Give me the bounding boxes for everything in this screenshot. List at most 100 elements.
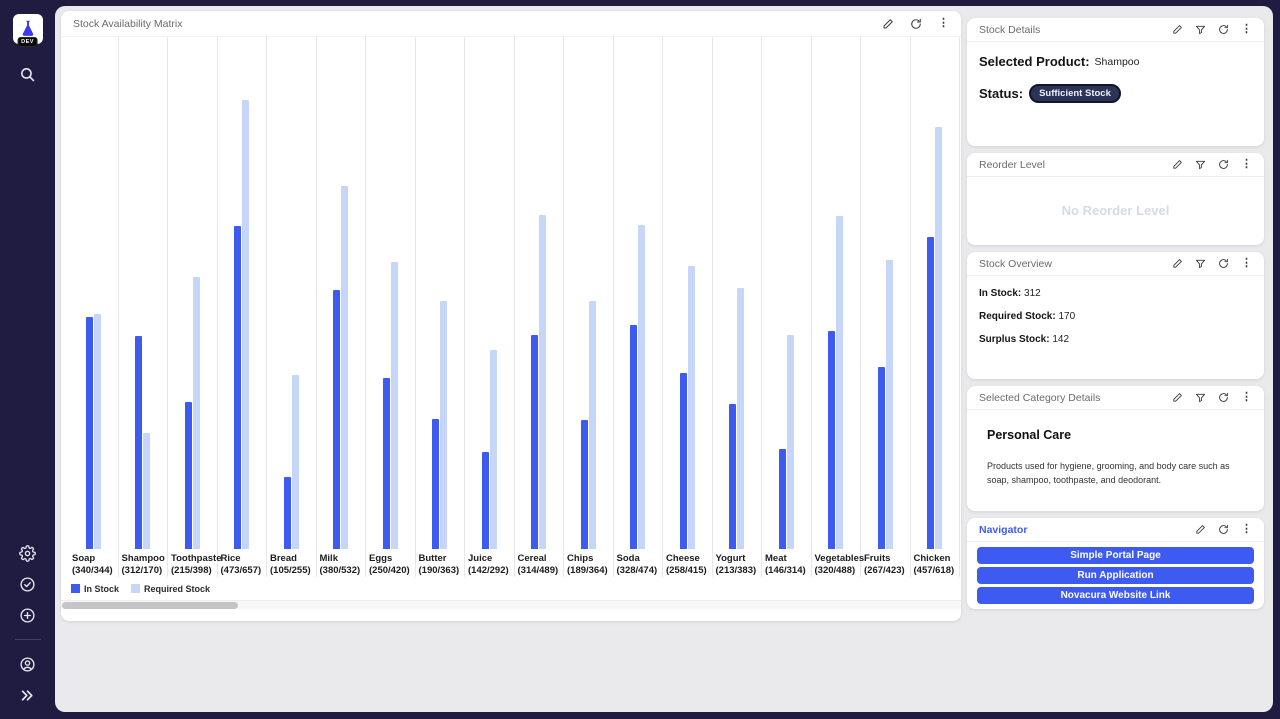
chart-horizontal-scrollbar [61,600,961,610]
reorder-level-card: Reorder Level ⋮ No Reorder Level [967,153,1264,245]
search-icon[interactable] [18,64,38,84]
required-stock-bar[interactable] [539,215,547,549]
in-stock-bar[interactable] [135,336,143,549]
in-stock-bar[interactable] [432,419,440,549]
edit-icon[interactable] [1172,258,1183,269]
menu-kebab-icon[interactable]: ⋮ [1241,523,1252,535]
menu-kebab-icon[interactable]: ⋮ [1241,391,1252,403]
expand-chevrons-icon[interactable] [18,685,38,705]
in-stock-bar[interactable] [234,226,242,549]
add-circle-icon[interactable] [18,605,38,625]
required-stock-bar[interactable] [390,262,398,549]
legend-item: Required Stock [131,584,210,594]
app-logo[interactable]: DEV [12,14,43,47]
required-stock-bar[interactable] [786,335,794,549]
category-label: Butter (190/363) [418,553,460,577]
surplus-stock-value: 142 [1052,334,1070,345]
chart-category-column: Rice (473/657) [218,37,267,578]
required-stock-bar[interactable] [737,288,745,549]
status-badge: Sufficient Stock [1029,84,1121,103]
required-stock-bar[interactable] [638,225,646,549]
in-stock-bar[interactable] [679,373,687,549]
refresh-icon[interactable] [910,18,922,30]
navigator-button-simple-portal-page[interactable]: Simple Portal Page [977,547,1254,564]
required-stock-bar[interactable] [489,350,497,549]
refresh-icon[interactable] [1218,524,1229,535]
chart-category-column: Meat (146/314) [762,37,812,578]
in-stock-bar[interactable] [927,237,935,549]
in-stock-bar[interactable] [481,452,489,549]
category-label: Juice (142/292) [468,553,509,577]
bar-group [317,37,366,549]
edit-icon[interactable] [1195,524,1206,535]
menu-kebab-icon[interactable]: ⋮ [1241,257,1252,269]
settings-gear-icon[interactable] [18,543,38,563]
legend-swatch [71,584,80,594]
in-stock-bar[interactable] [184,402,192,549]
edit-icon[interactable] [1172,24,1183,35]
edit-icon[interactable] [1172,159,1183,170]
refresh-icon[interactable] [1218,392,1229,403]
main-content: Stock Availability Matrix ⋮ Soap (340/344… [55,6,1273,712]
in-stock-bar[interactable] [382,378,390,549]
in-stock-bar[interactable] [778,449,786,549]
required-stock-bar[interactable] [935,127,943,549]
edit-icon[interactable] [882,18,894,30]
required-stock-bar[interactable] [836,216,844,549]
in-stock-label: In Stock: [979,288,1022,299]
menu-kebab-icon[interactable]: ⋮ [938,17,949,29]
required-stock-bar[interactable] [93,314,101,549]
navigator-button-novacura-website-link[interactable]: Novacura Website Link [977,587,1254,604]
category-label: Toothpaste (215/398) [171,553,222,577]
in-stock-bar[interactable] [580,420,588,549]
in-stock-bar[interactable] [283,477,291,549]
filter-icon[interactable] [1195,258,1206,269]
bar-group [861,37,910,549]
category-label: Milk (380/532) [319,553,361,577]
chart-category-column: Soap (340/344) [69,37,119,578]
filter-icon[interactable] [1195,159,1206,170]
category-label: Chips (189/364) [567,553,608,577]
menu-kebab-icon[interactable]: ⋮ [1241,23,1252,35]
required-stock-bar[interactable] [143,433,151,549]
in-stock-bar[interactable] [531,335,539,549]
filter-icon[interactable] [1195,392,1206,403]
required-stock-bar[interactable] [687,266,695,549]
in-stock-bar[interactable] [828,331,836,549]
required-stock-bar[interactable] [341,186,349,549]
refresh-icon[interactable] [1218,258,1229,269]
navigator-title: Navigator [979,523,1028,536]
in-stock-bar[interactable] [729,404,737,549]
reorder-level-title: Reorder Level [979,158,1045,171]
check-circle-icon[interactable] [18,574,38,594]
legend-swatch [131,584,141,594]
filter-icon[interactable] [1195,24,1206,35]
refresh-icon[interactable] [1218,24,1229,35]
stock-details-header: Stock Details ⋮ [967,18,1264,42]
required-stock-bar[interactable] [885,260,893,549]
required-stock-bar[interactable] [192,277,200,549]
in-stock-bar[interactable] [333,290,341,549]
in-stock-bar[interactable] [877,367,885,549]
bar-group [119,37,168,549]
chart-category-column: Chips (189/364) [564,37,614,578]
in-stock-bar[interactable] [85,317,93,549]
required-stock-bar[interactable] [242,100,250,549]
navigator-buttons: Simple Portal Page Run Application Novacur… [967,542,1264,609]
refresh-icon[interactable] [1218,159,1229,170]
in-stock-bar[interactable] [630,325,638,549]
edit-icon[interactable] [1172,392,1183,403]
account-icon[interactable] [18,654,38,674]
category-label: Chicken (457/618) [913,553,955,577]
flask-logo-icon [22,20,33,36]
menu-kebab-icon[interactable]: ⋮ [1241,158,1252,170]
chart-category-column: Milk (380/532) [317,37,366,578]
chart-category-column: Cheese (258/415) [663,37,713,578]
required-stock-bar[interactable] [291,375,299,549]
chart-category-column: Juice (142/292) [465,37,515,578]
scrollbar-thumb[interactable] [62,602,238,610]
navigator-button-run-application[interactable]: Run Application [977,567,1254,584]
required-stock-bar[interactable] [588,301,596,549]
bar-group [663,37,712,549]
required-stock-bar[interactable] [440,301,448,549]
